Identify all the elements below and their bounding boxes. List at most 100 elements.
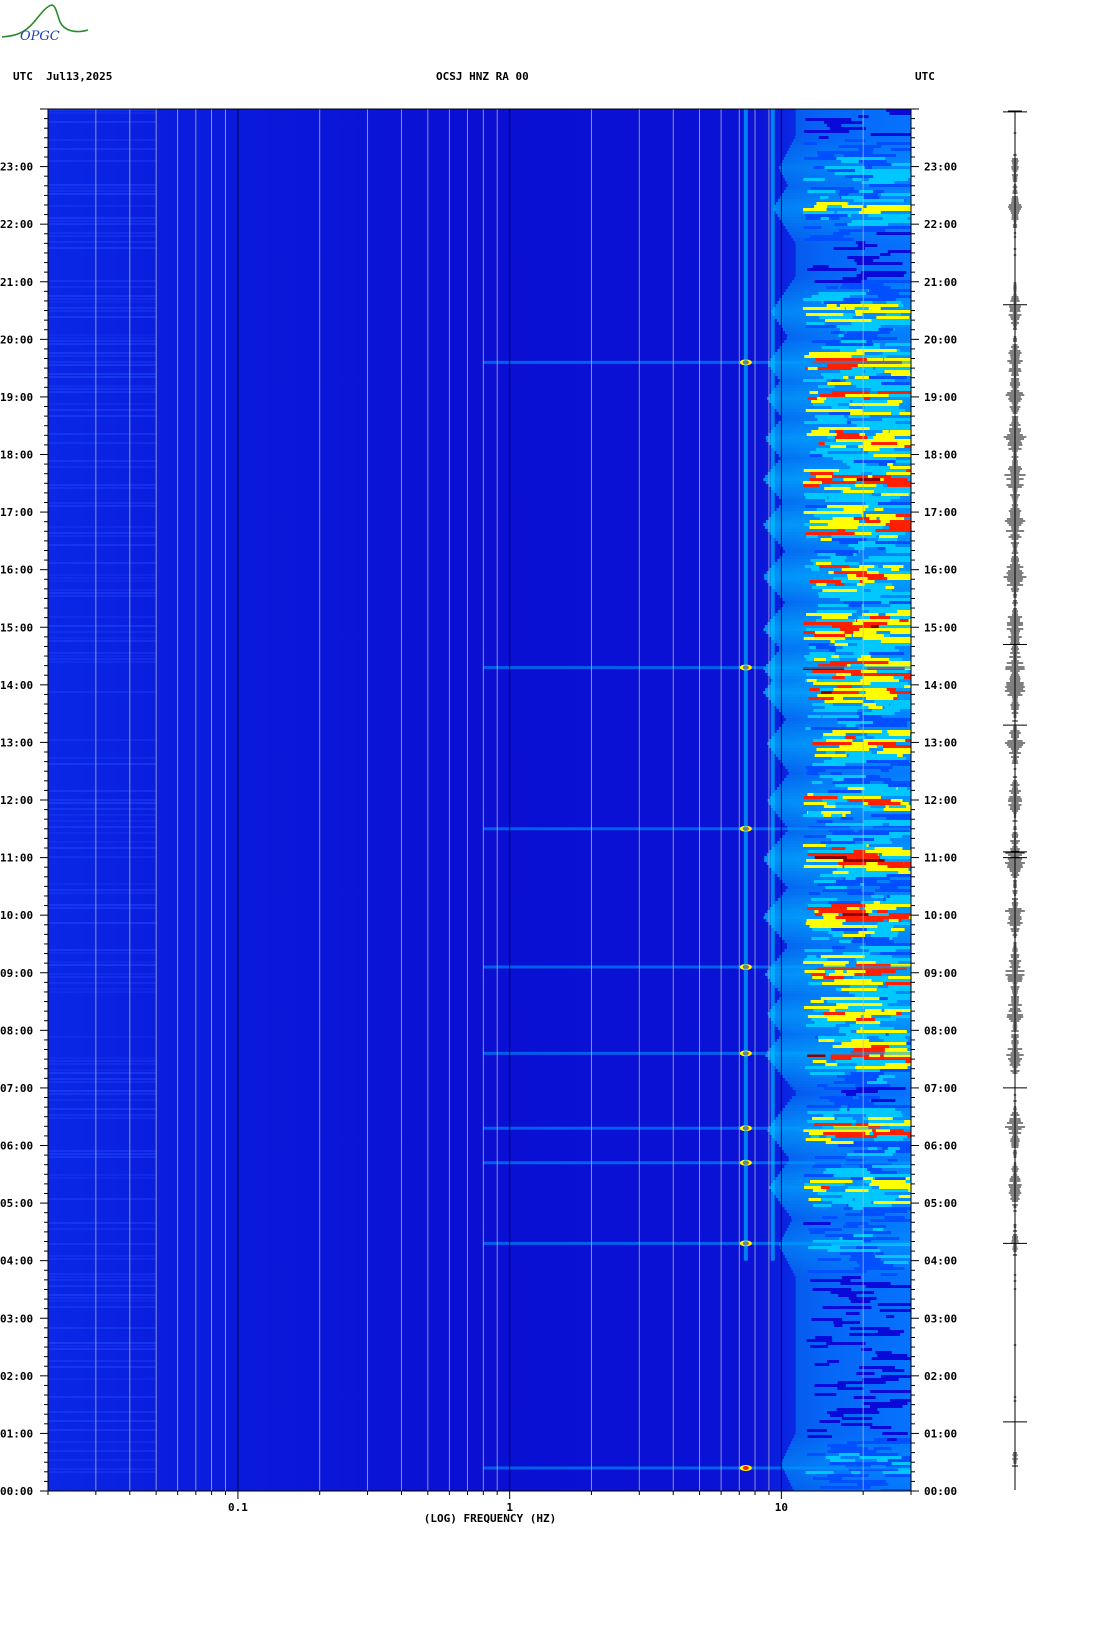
energy-core (862, 169, 910, 172)
energy-core (853, 1078, 877, 1081)
energy-core (875, 1255, 911, 1258)
energy-core (866, 760, 910, 763)
y-tick-label-right: 16:00 (924, 564, 957, 577)
energy-row (795, 1330, 911, 1333)
energy-core (877, 622, 904, 625)
energy-core (836, 433, 860, 436)
energy-core (873, 598, 911, 601)
energy-core (809, 688, 823, 691)
energy-core (837, 1387, 864, 1390)
energy-row (779, 217, 911, 220)
energy-core (818, 427, 870, 430)
energy-core (889, 823, 911, 826)
energy-core (858, 445, 905, 448)
energy-core (840, 304, 865, 307)
energy-core (869, 184, 894, 187)
energy-core (870, 592, 911, 595)
energy-core (808, 1228, 842, 1231)
energy-core (831, 814, 843, 817)
energy-core (883, 781, 911, 784)
energy-row (784, 178, 911, 181)
energy-core (881, 1261, 909, 1264)
energy-row (782, 892, 911, 895)
energy-core (850, 499, 889, 502)
energy-core (877, 1057, 911, 1060)
energy-core (866, 1114, 882, 1117)
energy-row (763, 478, 911, 481)
energy-core (870, 133, 911, 136)
energy-core (832, 625, 847, 628)
energy-row (795, 1339, 911, 1342)
energy-core (849, 892, 874, 895)
energy-core (826, 1000, 868, 1003)
energy-core (823, 1087, 877, 1090)
energy-core (861, 208, 903, 211)
energy-core (873, 736, 910, 739)
y-tick-label-right: 10:00 (924, 909, 957, 922)
background-stripe (48, 340, 157, 342)
energy-core (888, 805, 907, 808)
energy-core (888, 673, 911, 676)
energy-core (822, 589, 857, 592)
background-stripe (48, 802, 157, 804)
energy-core (876, 316, 910, 319)
energy-core (828, 931, 844, 934)
energy-row (788, 772, 911, 775)
energy-core (842, 646, 895, 649)
energy-core (831, 331, 845, 334)
energy-core (831, 946, 846, 949)
energy-row (775, 463, 911, 466)
energy-core (875, 1129, 890, 1132)
background-stripe (48, 982, 157, 984)
energy-core (888, 724, 908, 727)
energy-core (845, 877, 856, 880)
energy-row (787, 1477, 911, 1480)
energy-core (844, 139, 866, 142)
energy-core (807, 853, 856, 856)
energy-row (795, 271, 911, 274)
energy-core (841, 340, 867, 343)
x-tick-label: 1 (506, 1501, 513, 1514)
energy-row (786, 1228, 911, 1231)
energy-core (814, 1336, 832, 1339)
energy-core (819, 394, 871, 397)
energy-core (811, 568, 820, 571)
energy-core (837, 1117, 853, 1120)
energy-core (873, 1447, 892, 1450)
energy-core (882, 1432, 908, 1435)
energy-core (803, 226, 822, 229)
energy-core (888, 919, 899, 922)
energy-core (874, 820, 888, 823)
energy-core (886, 472, 911, 475)
energy-core (840, 1282, 891, 1285)
energy-core (882, 745, 911, 748)
y-tick-label-left: 22:00 (0, 218, 33, 231)
y-tick-label-right: 08:00 (924, 1024, 957, 1037)
energy-core (848, 463, 867, 466)
energy-core (841, 988, 877, 991)
energy-core (850, 673, 902, 676)
energy-core (863, 1267, 905, 1270)
broadband-event (483, 1466, 911, 1470)
background-stripe (48, 139, 157, 141)
energy-row (791, 142, 911, 145)
energy-core (858, 541, 887, 544)
energy-core (883, 184, 911, 187)
y-tick-label-left: 10:00 (0, 909, 33, 922)
energy-core (818, 664, 855, 667)
background-stripe (48, 1114, 157, 1116)
energy-core (811, 781, 823, 784)
energy-core (841, 436, 868, 439)
energy-row (795, 133, 911, 136)
energy-core (864, 583, 892, 586)
energy-core (882, 217, 908, 220)
energy-core (836, 346, 880, 349)
energy-core (825, 343, 874, 346)
energy-core (884, 967, 907, 970)
energy-core (811, 340, 840, 343)
background-stripe (48, 814, 157, 816)
x-axis-label: (LOG) FREQUENCY (HZ) (424, 1512, 556, 1525)
background-stripe (48, 826, 157, 828)
energy-core (814, 1123, 852, 1126)
energy-core (810, 1135, 820, 1138)
